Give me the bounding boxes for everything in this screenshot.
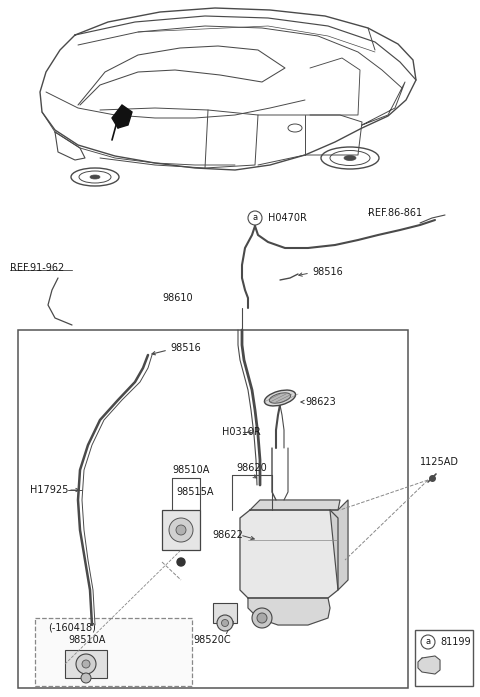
Text: 98510A: 98510A xyxy=(172,465,209,475)
Ellipse shape xyxy=(344,155,356,160)
Text: a: a xyxy=(425,638,431,647)
Text: a: a xyxy=(252,213,258,222)
Circle shape xyxy=(176,525,186,535)
Bar xyxy=(415,630,473,686)
Text: 98622: 98622 xyxy=(212,530,243,540)
Circle shape xyxy=(169,518,193,542)
Text: 98510A: 98510A xyxy=(68,635,106,645)
Text: 98520C: 98520C xyxy=(193,635,231,645)
Text: 98516: 98516 xyxy=(312,267,343,277)
Text: H0310R: H0310R xyxy=(222,427,261,437)
Text: H17925: H17925 xyxy=(30,485,68,495)
Circle shape xyxy=(76,654,96,674)
Ellipse shape xyxy=(90,175,100,179)
Text: (-160418): (-160418) xyxy=(48,623,96,633)
Polygon shape xyxy=(248,598,330,625)
Polygon shape xyxy=(418,656,440,674)
Text: 98515A: 98515A xyxy=(176,487,214,497)
Text: 98620: 98620 xyxy=(237,463,267,473)
Circle shape xyxy=(257,613,267,623)
Polygon shape xyxy=(250,500,340,510)
Text: REF.91-962: REF.91-962 xyxy=(10,263,64,273)
Text: 98610: 98610 xyxy=(163,293,193,303)
Text: H0470R: H0470R xyxy=(268,213,307,223)
Text: 81199: 81199 xyxy=(440,637,470,647)
Text: REF.86-861: REF.86-861 xyxy=(368,208,422,218)
Circle shape xyxy=(177,558,185,566)
Bar xyxy=(162,510,200,550)
Circle shape xyxy=(252,608,272,628)
Text: 1125AD: 1125AD xyxy=(420,457,459,467)
Polygon shape xyxy=(112,105,132,128)
Circle shape xyxy=(221,620,228,627)
Circle shape xyxy=(82,660,90,668)
Text: 98623: 98623 xyxy=(305,397,336,407)
Bar xyxy=(65,650,107,678)
Text: 98516: 98516 xyxy=(170,343,201,353)
Ellipse shape xyxy=(269,393,291,403)
Polygon shape xyxy=(330,500,348,590)
Bar xyxy=(35,618,192,686)
Ellipse shape xyxy=(264,390,296,406)
Bar xyxy=(213,603,237,623)
Circle shape xyxy=(81,673,91,683)
Polygon shape xyxy=(240,510,338,598)
Circle shape xyxy=(217,615,233,631)
Bar xyxy=(18,330,408,688)
